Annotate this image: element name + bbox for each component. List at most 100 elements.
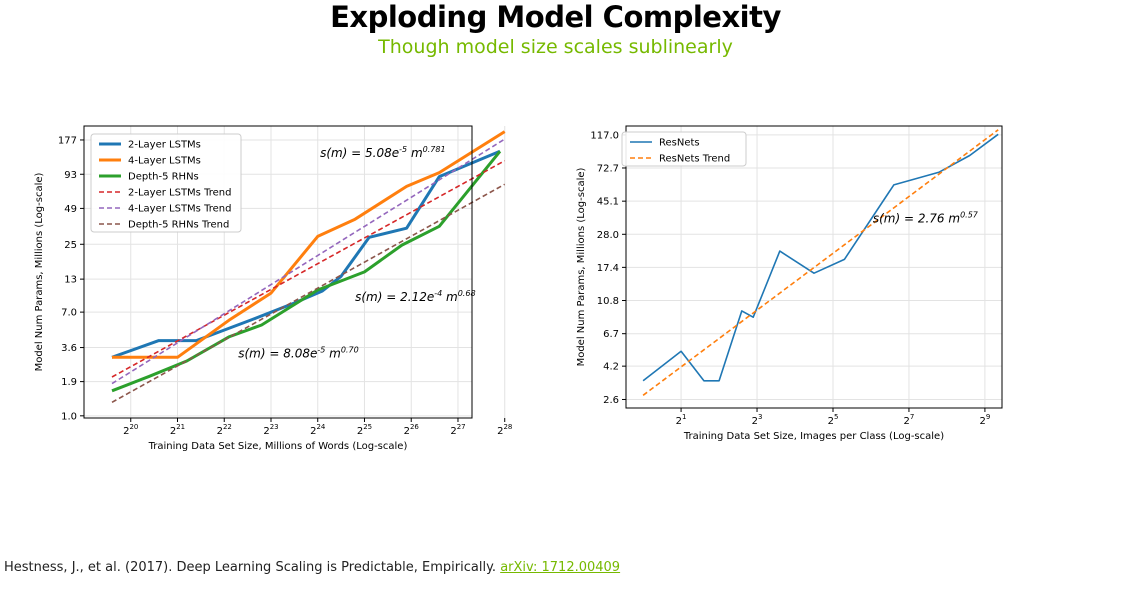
x-tick-base: 2 bbox=[904, 416, 910, 427]
y-tick-label: 2.6 bbox=[603, 395, 619, 406]
y-tick-label: 93 bbox=[64, 170, 77, 181]
y-tick-label: 72.7 bbox=[597, 163, 619, 174]
series-line-0 bbox=[111, 149, 501, 359]
series-line-1 bbox=[642, 129, 999, 396]
legend-box bbox=[621, 131, 747, 167]
legend-label: 2-Layer LSTMs bbox=[128, 140, 201, 151]
y-axis-label: Model Num Params, Millions (Log-scale) bbox=[576, 167, 587, 366]
x-tick-exponent: 9 bbox=[986, 413, 990, 421]
y-tick-label: 3.6 bbox=[61, 343, 77, 354]
y-axis-label: Model Num Params, Millions (Log-scale) bbox=[34, 172, 45, 371]
fit-equation-text: m bbox=[442, 290, 458, 304]
fit-equation-exponent: 0.70 bbox=[341, 345, 359, 354]
series-line-2 bbox=[111, 150, 502, 393]
fit-equation-text: m bbox=[325, 346, 341, 360]
fit-equation-exponent: -5 bbox=[399, 145, 407, 154]
y-tick-label: 25 bbox=[64, 240, 77, 251]
legend-box bbox=[90, 133, 242, 233]
x-tick-label: 23 bbox=[752, 413, 763, 427]
x-tick-exponent: 24 bbox=[316, 423, 325, 431]
legend-label: ResNets bbox=[659, 138, 700, 149]
y-tick-label: 177 bbox=[58, 135, 77, 146]
fit-equation: s(m) = 5.08e-5 m0.781 bbox=[320, 145, 446, 160]
series-line-0 bbox=[642, 133, 999, 382]
y-tick-label: 45.1 bbox=[597, 197, 619, 208]
x-tick-base: 2 bbox=[752, 416, 758, 427]
x-tick-label: 221 bbox=[170, 423, 185, 437]
legend-label: 4-Layer LSTMs Trend bbox=[128, 204, 231, 215]
x-tick-label: 25 bbox=[828, 413, 839, 427]
series-line-1 bbox=[112, 130, 506, 359]
x-tick-label: 224 bbox=[310, 423, 326, 437]
citation: Hestness, J., et al. (2017). Deep Learni… bbox=[4, 560, 620, 575]
x-tick-exponent: 21 bbox=[176, 423, 185, 431]
x-tick-base: 2 bbox=[450, 426, 456, 437]
plot-frame bbox=[83, 125, 473, 419]
x-tick-base: 2 bbox=[170, 426, 176, 437]
x-tick-label: 226 bbox=[404, 423, 420, 437]
plot-frame bbox=[625, 125, 1003, 409]
y-tick-label: 10.8 bbox=[597, 296, 619, 307]
y-tick-label: 13 bbox=[64, 275, 77, 286]
x-tick-exponent: 23 bbox=[270, 423, 279, 431]
x-tick-label: 29 bbox=[979, 413, 990, 427]
y-tick-label: 117.0 bbox=[590, 130, 619, 141]
x-tick-base: 2 bbox=[263, 426, 269, 437]
series-line-3 bbox=[111, 159, 506, 378]
x-tick-exponent: 25 bbox=[363, 423, 372, 431]
legend-label: Depth-5 RHNs Trend bbox=[128, 220, 229, 231]
x-tick-base: 2 bbox=[676, 416, 682, 427]
y-tick-label: 17.4 bbox=[597, 263, 619, 274]
legend: 2-Layer LSTMs 4-Layer LSTMs Depth-5 RHNs 2-… bbox=[90, 133, 242, 233]
x-tick-label: 225 bbox=[357, 423, 372, 437]
x-tick-base: 2 bbox=[979, 416, 985, 427]
fit-equation-exponent: 0.57 bbox=[960, 211, 979, 220]
x-tick-exponent: 7 bbox=[910, 413, 914, 421]
x-tick-exponent: 20 bbox=[129, 423, 138, 431]
x-tick-base: 2 bbox=[497, 426, 503, 437]
legend-label: ResNets Trend bbox=[659, 154, 730, 165]
series-line-4 bbox=[111, 138, 506, 385]
y-tick-label: 49 bbox=[64, 204, 77, 215]
x-tick-exponent: 28 bbox=[503, 423, 512, 431]
x-tick-exponent: 3 bbox=[758, 413, 762, 421]
legend: ResNets ResNets Trend bbox=[621, 131, 747, 167]
arxiv-link[interactable]: arXiv: 1712.00409 bbox=[500, 560, 621, 575]
x-tick-label: 21 bbox=[676, 413, 687, 427]
x-tick-base: 2 bbox=[217, 426, 223, 437]
x-tick-base: 2 bbox=[404, 426, 410, 437]
fit-equation-exponent: -4 bbox=[434, 289, 442, 298]
fit-equation: s(m) = 2.12e-4 m0.68 bbox=[355, 289, 475, 304]
y-tick-label: 4.2 bbox=[603, 362, 619, 373]
x-tick-label: 228 bbox=[497, 423, 512, 437]
x-tick-exponent: 22 bbox=[223, 423, 232, 431]
fit-equation-exponent: -5 bbox=[317, 345, 325, 354]
fit-equation-text: s(m) = 2.12e bbox=[355, 290, 434, 304]
x-tick-label: 220 bbox=[123, 423, 138, 437]
x-tick-base: 2 bbox=[828, 416, 834, 427]
fit-equation-text: s(m) = 5.08e bbox=[320, 146, 399, 160]
y-tick-label: 1.9 bbox=[61, 377, 77, 388]
fit-equation-text: s(m) = 8.08e bbox=[238, 346, 317, 360]
legend-label: 2-Layer LSTMs Trend bbox=[128, 188, 231, 199]
fit-equation-text: m bbox=[407, 146, 423, 160]
legend-label: Depth-5 RHNs bbox=[128, 172, 199, 183]
x-tick-base: 2 bbox=[123, 426, 129, 437]
x-tick-label: 227 bbox=[450, 423, 465, 437]
page-subtitle: Though model size scales sublinearly bbox=[378, 36, 733, 58]
legend-label: 4-Layer LSTMs bbox=[128, 156, 201, 167]
x-tick-label: 27 bbox=[904, 413, 915, 427]
fit-equation: s(m) = 8.08e-5 m0.70 bbox=[238, 345, 358, 360]
x-tick-base: 2 bbox=[357, 426, 363, 437]
x-tick-base: 2 bbox=[310, 426, 316, 437]
y-tick-label: 6.7 bbox=[603, 329, 619, 340]
fit-equation-exponent: 0.68 bbox=[458, 289, 476, 298]
x-tick-exponent: 1 bbox=[682, 413, 686, 421]
x-tick-exponent: 26 bbox=[410, 423, 419, 431]
y-tick-label: 7.0 bbox=[61, 308, 77, 319]
fit-equation: s(m) = 2.76 m0.57 bbox=[873, 211, 979, 226]
x-tick-exponent: 27 bbox=[457, 423, 466, 431]
fit-equation-exponent: 0.781 bbox=[423, 145, 446, 154]
